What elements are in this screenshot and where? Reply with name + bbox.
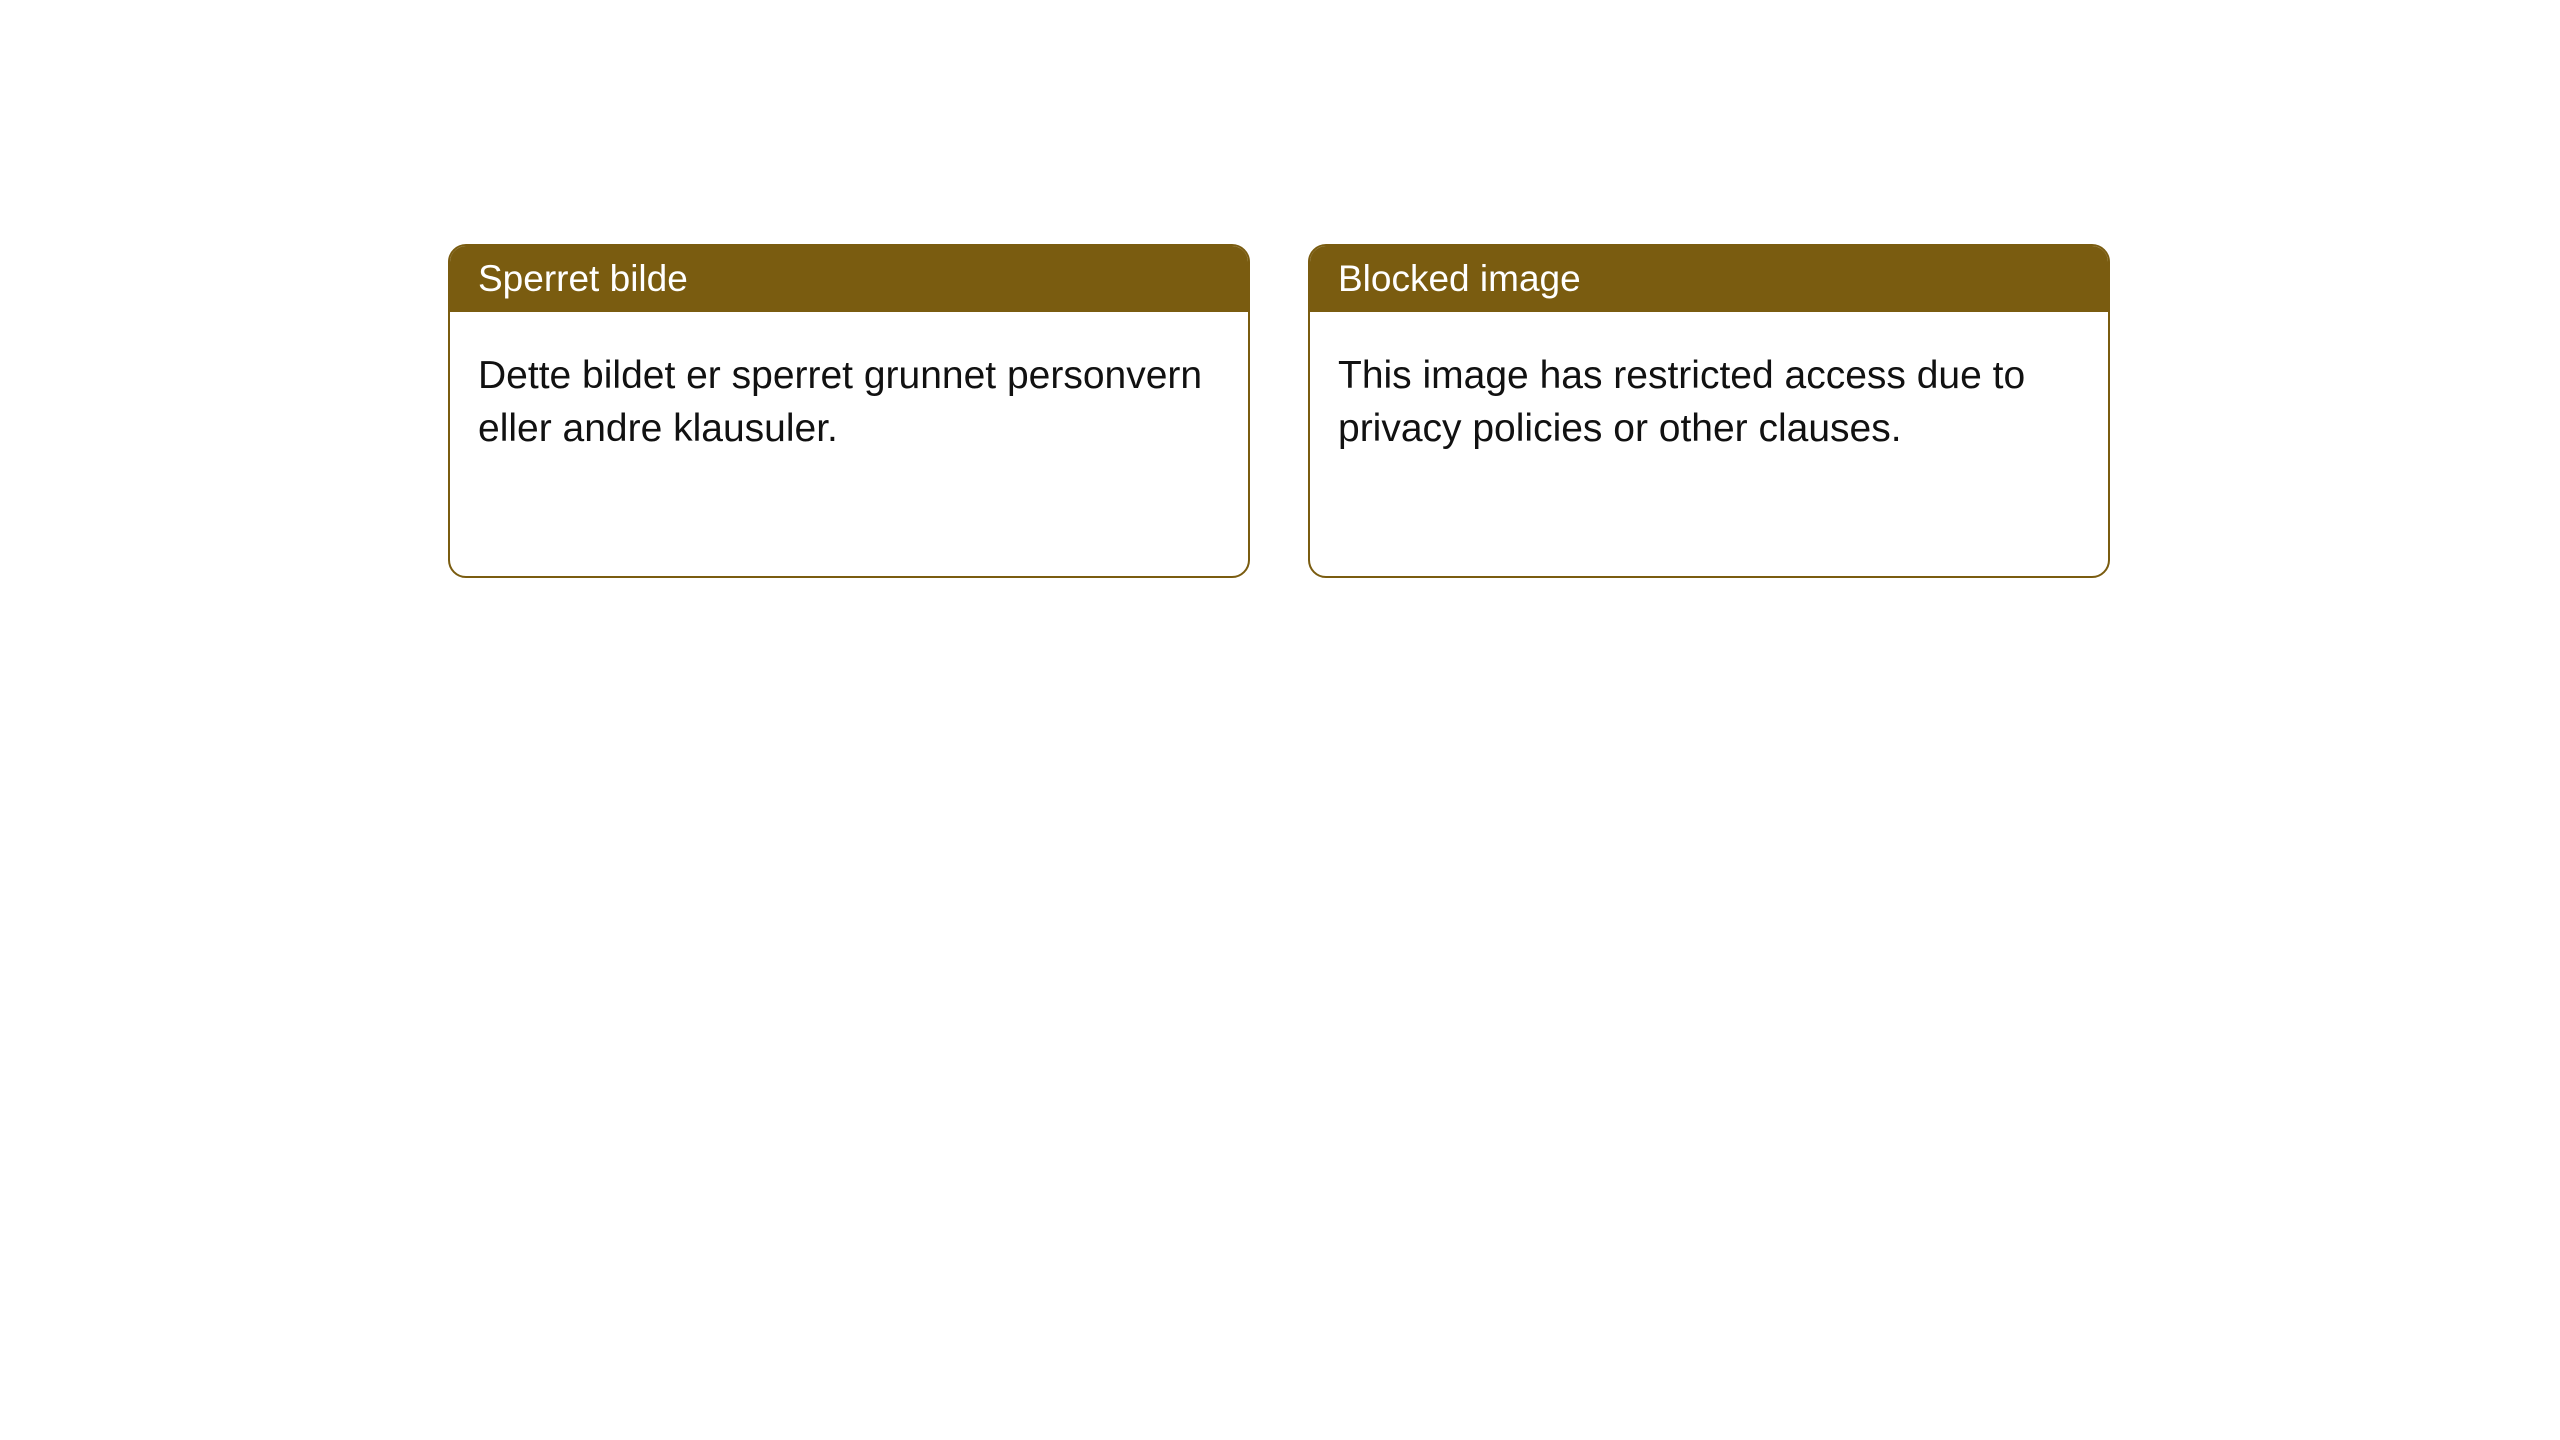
card-body: Dette bildet er sperret grunnet personve… — [450, 312, 1248, 576]
notice-container: Sperret bilde Dette bildet er sperret gr… — [0, 0, 2560, 578]
notice-card-english: Blocked image This image has restricted … — [1308, 244, 2110, 578]
notice-card-norwegian: Sperret bilde Dette bildet er sperret gr… — [448, 244, 1250, 578]
card-body: This image has restricted access due to … — [1310, 312, 2108, 576]
card-title: Sperret bilde — [450, 246, 1248, 312]
card-title: Blocked image — [1310, 246, 2108, 312]
